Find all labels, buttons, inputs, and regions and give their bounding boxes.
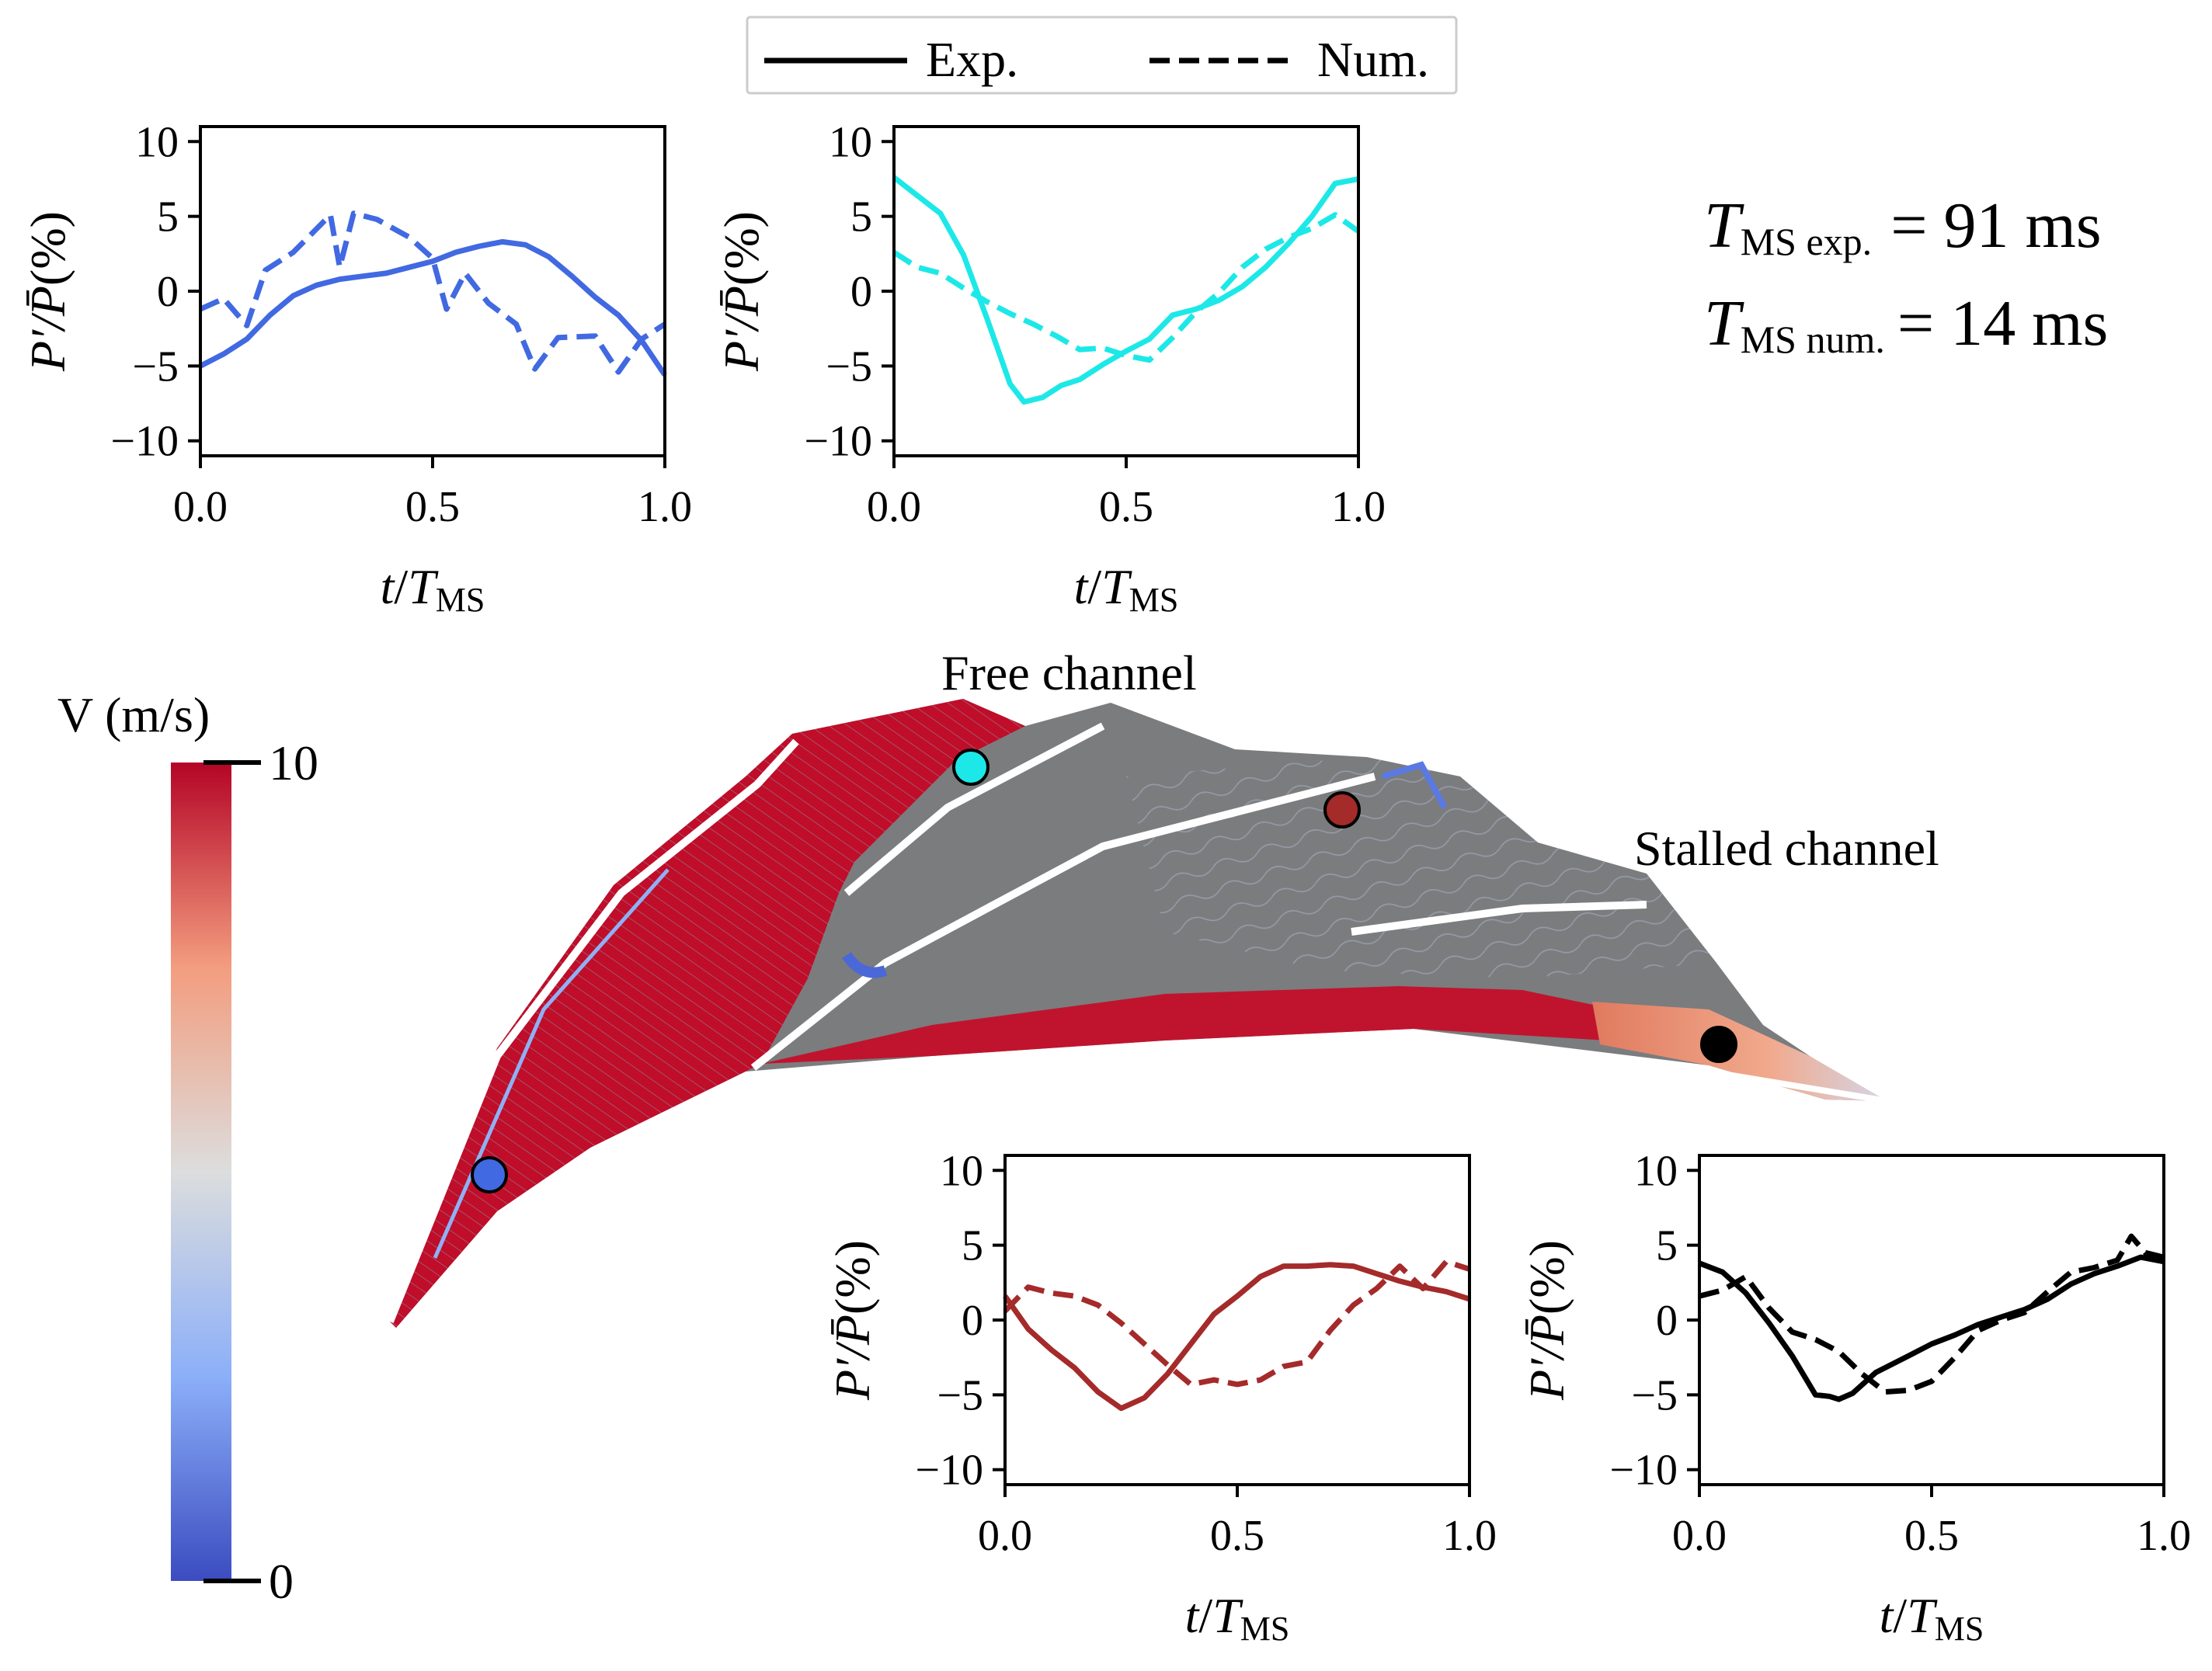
y-tick-label: 5 xyxy=(850,193,872,241)
series-black-num xyxy=(1699,1233,2165,1395)
y-tick-label: 5 xyxy=(157,193,179,241)
colorbar-title: V (m/s) xyxy=(57,687,210,742)
y-tick-label: 0 xyxy=(962,1297,983,1345)
series-blue-num xyxy=(199,210,666,375)
legend-exp-label: Exp. xyxy=(926,32,1018,87)
period-exp-value: = 91 ms xyxy=(1890,189,2101,262)
series-black-exp xyxy=(1698,1254,2165,1402)
field-jet-streaks xyxy=(388,699,1025,1328)
y-tick-label: −5 xyxy=(1631,1371,1678,1419)
blade-edge-1 xyxy=(386,738,799,1323)
series-cyan-num xyxy=(892,212,1361,363)
x-tick-label: 1.0 xyxy=(1331,483,1386,531)
colorbar-scale xyxy=(171,763,231,1581)
series-cyan-exp xyxy=(892,175,1359,405)
probe-black-marker xyxy=(1700,1026,1737,1063)
period-exp-line: TMS exp. = 91 ms xyxy=(1704,189,2102,263)
blade-edge-3 xyxy=(750,773,1376,1071)
chart-blue: 0.0 0.5 1.0 10 5 0 −5 −10 t/TMS P′/P̄(%) xyxy=(20,118,692,619)
colorbar: V (m/s) 10 0 xyxy=(57,687,318,1609)
x-tick-label: 0.0 xyxy=(173,483,228,531)
y-axis-label: P′/P̄(%) xyxy=(1519,1240,1574,1401)
field-blue-highlight-2 xyxy=(842,951,888,978)
legend-num-label: Num. xyxy=(1317,32,1429,87)
y-tick-label: −10 xyxy=(110,418,179,466)
probe-charts: 0.0 0.5 1.0 10 5 0 −5 −10 t/TMS P′/P̄(%) 0.0 0.5 1.0… xyxy=(20,118,2191,1648)
x-axis-label: t/TMS xyxy=(1074,559,1179,619)
label-free-channel: Free channel xyxy=(941,645,1197,700)
y-tick-label: 0 xyxy=(1656,1297,1678,1345)
y-axis-label: P′/P̄(%) xyxy=(20,211,75,372)
period-num-line: TMS num. = 14 ms xyxy=(1704,287,2108,361)
x-tick-label: 0.0 xyxy=(1672,1512,1727,1560)
period-num-subscript: MS num. xyxy=(1741,318,1885,361)
chart-cyan: 0.0 0.5 1.0 10 5 0 −5 −10 t/TMS P′/P̄(%) xyxy=(714,118,1386,619)
y-axis-label: P′/P̄(%) xyxy=(714,211,769,372)
y-tick-label: 0 xyxy=(157,268,179,316)
field-wall-jet xyxy=(761,986,1616,1064)
blade-edge-5 xyxy=(1180,1029,1888,1104)
x-axis-label: t/TMS xyxy=(1880,1588,1984,1648)
field-blue-highlight-1 xyxy=(1381,761,1448,809)
y-tick-label: 0 xyxy=(850,268,872,316)
chart-red: 0.0 0.5 1.0 10 5 0 −5 −10 t/TMS P′/P̄(%) xyxy=(825,1147,1497,1648)
x-tick-label: 1.0 xyxy=(638,483,692,531)
axes-frame xyxy=(199,125,666,457)
x-tick-label: 0.5 xyxy=(1099,483,1153,531)
x-tick-label: 0.0 xyxy=(867,483,921,531)
probe-cyan-marker xyxy=(952,749,989,786)
x-tick-label: 0.5 xyxy=(405,483,460,531)
chart-black: 0.0 0.5 1.0 10 5 0 −5 −10 t/TMS P′/P̄(%) xyxy=(1519,1147,2191,1648)
field-tail xyxy=(1592,1002,1887,1101)
y-tick-label: 5 xyxy=(962,1222,983,1270)
blade-edge-4 xyxy=(1351,901,1647,936)
x-tick-label: 0.5 xyxy=(1904,1512,1959,1560)
y-tick-label: 10 xyxy=(1634,1147,1678,1195)
axes-frame xyxy=(1003,1154,1471,1486)
legend: Exp. Num. xyxy=(746,16,1458,95)
x-tick-label: 1.0 xyxy=(2137,1512,2191,1560)
legend-frame xyxy=(746,16,1458,95)
x-axis-label: t/TMS xyxy=(1185,1588,1290,1648)
axes-frame xyxy=(892,125,1360,457)
series-red-exp xyxy=(1003,1262,1471,1412)
probe-red-marker xyxy=(1323,791,1361,829)
period-num-value: = 14 ms xyxy=(1897,287,2108,360)
probe-blue-marker xyxy=(471,1156,508,1193)
velocity-field: Free channel Stalled channel xyxy=(386,645,1939,1328)
y-tick-label: −10 xyxy=(1609,1447,1678,1495)
colorbar-min-label: 0 xyxy=(269,1554,294,1609)
colorbar-max-label: 10 xyxy=(269,735,318,790)
series-blue-exp xyxy=(199,238,667,377)
y-axis-label: P′/P̄(%) xyxy=(825,1240,880,1401)
y-tick-label: −10 xyxy=(915,1447,983,1495)
x-tick-label: 0.5 xyxy=(1210,1512,1264,1560)
y-tick-label: −5 xyxy=(937,1371,983,1419)
y-tick-label: 10 xyxy=(135,118,179,166)
period-exp-subscript: MS exp. xyxy=(1741,220,1872,263)
y-tick-label: −5 xyxy=(132,342,179,391)
x-tick-label: 1.0 xyxy=(1442,1512,1497,1560)
y-tick-label: −5 xyxy=(826,342,872,391)
x-tick-label: 0.0 xyxy=(978,1512,1032,1560)
blade-edge-2 xyxy=(843,722,1105,896)
x-axis-label: t/TMS xyxy=(381,559,485,619)
y-tick-label: 10 xyxy=(940,1147,983,1195)
y-tick-label: −10 xyxy=(804,418,872,466)
y-tick-label: 5 xyxy=(1656,1222,1678,1270)
period-annotation: TMS exp. = 91 ms TMS num. = 14 ms xyxy=(1704,189,2108,361)
series-red-num xyxy=(1003,1259,1471,1388)
field-stall-swirls xyxy=(1126,757,1716,978)
y-tick-label: 10 xyxy=(829,118,872,166)
label-stalled-channel: Stalled channel xyxy=(1634,821,1939,876)
